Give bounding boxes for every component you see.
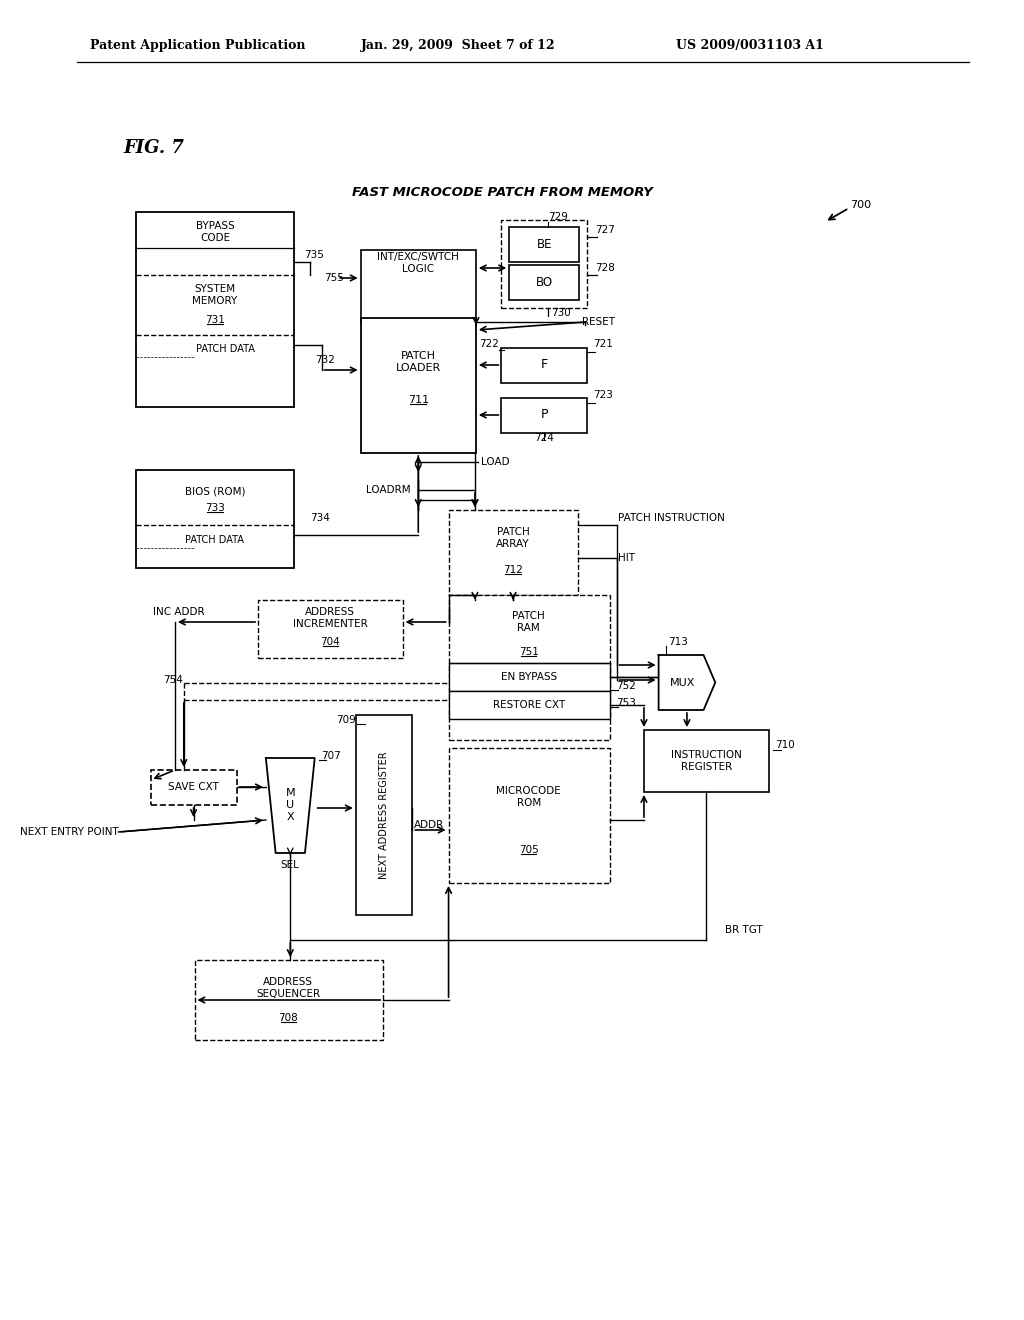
Text: BE: BE [537,238,552,251]
Text: 713: 713 [669,638,688,647]
Text: HIT: HIT [617,553,635,564]
Text: 711: 711 [408,395,429,405]
Text: F: F [541,359,548,371]
Text: 751: 751 [519,647,539,657]
Text: NEXT ENTRY POINT: NEXT ENTRY POINT [19,828,119,837]
Text: ADDRESS
INCREMENTER: ADDRESS INCREMENTER [293,607,368,628]
Text: SAVE CXT: SAVE CXT [168,781,219,792]
Text: MICROCODE
ROM: MICROCODE ROM [497,787,561,808]
Text: MUX: MUX [671,677,695,688]
Text: 732: 732 [314,355,335,366]
Bar [136,470,294,568]
Bar [449,690,609,719]
Text: 728: 728 [595,263,615,273]
Bar [644,730,769,792]
Text: M
U
X: M U X [286,788,295,821]
Text: PATCH
RAM: PATCH RAM [512,611,545,632]
Text: NEXT ADDRESS REGISTER: NEXT ADDRESS REGISTER [379,751,389,879]
Text: BIOS (ROM): BIOS (ROM) [184,487,246,498]
Text: 731: 731 [205,315,225,325]
Text: 730: 730 [551,308,571,318]
Text: BO: BO [536,276,553,289]
Polygon shape [266,758,314,853]
Text: Jan. 29, 2009  Sheet 7 of 12: Jan. 29, 2009 Sheet 7 of 12 [360,40,555,53]
Text: FAST MICROCODE PATCH FROM MEMORY: FAST MICROCODE PATCH FROM MEMORY [352,186,652,198]
Bar [360,318,476,453]
Text: 722: 722 [479,339,500,348]
Text: 753: 753 [615,698,636,708]
Text: 707: 707 [322,751,341,762]
Text: BYPASS
CODE: BYPASS CODE [196,222,234,243]
Text: 755: 755 [325,273,344,282]
Text: BR TGT: BR TGT [725,925,763,935]
Text: SYSTEM
MEMORY: SYSTEM MEMORY [193,284,238,306]
Text: 700: 700 [850,201,871,210]
Bar [509,227,580,261]
Bar [360,249,476,322]
Text: 712: 712 [503,565,523,576]
Text: PATCH
LOADER: PATCH LOADER [395,351,441,372]
Bar [502,348,588,383]
Text: 704: 704 [321,638,340,647]
Text: US 2009/0031103 A1: US 2009/0031103 A1 [676,40,824,53]
Bar [449,595,609,741]
Text: 705: 705 [519,845,539,855]
Text: RESTORE CXT: RESTORE CXT [493,700,565,710]
Text: 733: 733 [205,503,225,513]
Polygon shape [658,655,716,710]
Text: INSTRUCTION
REGISTER: INSTRUCTION REGISTER [671,750,742,772]
Text: PATCH DATA: PATCH DATA [196,345,254,354]
Text: INT/EXC/SWTCH
LOGIC: INT/EXC/SWTCH LOGIC [377,252,459,273]
Text: 723: 723 [593,389,613,400]
Bar [355,715,413,915]
Text: ADDRESS
SEQUENCER: ADDRESS SEQUENCER [256,977,321,999]
Bar [449,748,609,883]
Text: 724: 724 [535,433,554,444]
Text: EN BYPASS: EN BYPASS [501,672,557,682]
Bar [509,265,580,300]
Bar [151,770,237,805]
Bar [502,399,588,433]
Text: P: P [541,408,548,421]
Bar [449,510,578,595]
Text: 729: 729 [548,213,568,222]
Bar [449,663,609,690]
Text: 721: 721 [593,339,613,348]
Text: PATCH DATA: PATCH DATA [184,535,244,545]
Bar [136,213,294,407]
Text: 754: 754 [163,675,183,685]
Text: 735: 735 [304,249,324,260]
Bar [502,220,588,308]
Text: 708: 708 [279,1012,298,1023]
Bar [258,601,402,657]
Text: LOAD: LOAD [481,457,509,467]
Text: RESET: RESET [583,317,615,327]
Text: 710: 710 [775,741,795,750]
Text: LOADRM: LOADRM [366,484,411,495]
Text: Patent Application Publication: Patent Application Publication [90,40,305,53]
Text: PATCH INSTRUCTION: PATCH INSTRUCTION [617,513,724,523]
Bar [195,960,383,1040]
Text: 727: 727 [595,224,615,235]
Text: 709: 709 [336,715,355,725]
Text: ADDR: ADDR [415,820,444,830]
Text: SEL: SEL [281,861,300,870]
Text: FIG. 7: FIG. 7 [123,139,184,157]
Text: 752: 752 [615,681,636,690]
Text: 734: 734 [310,513,330,523]
Text: INC ADDR: INC ADDR [153,607,205,616]
Text: PATCH
ARRAY: PATCH ARRAY [497,527,529,549]
